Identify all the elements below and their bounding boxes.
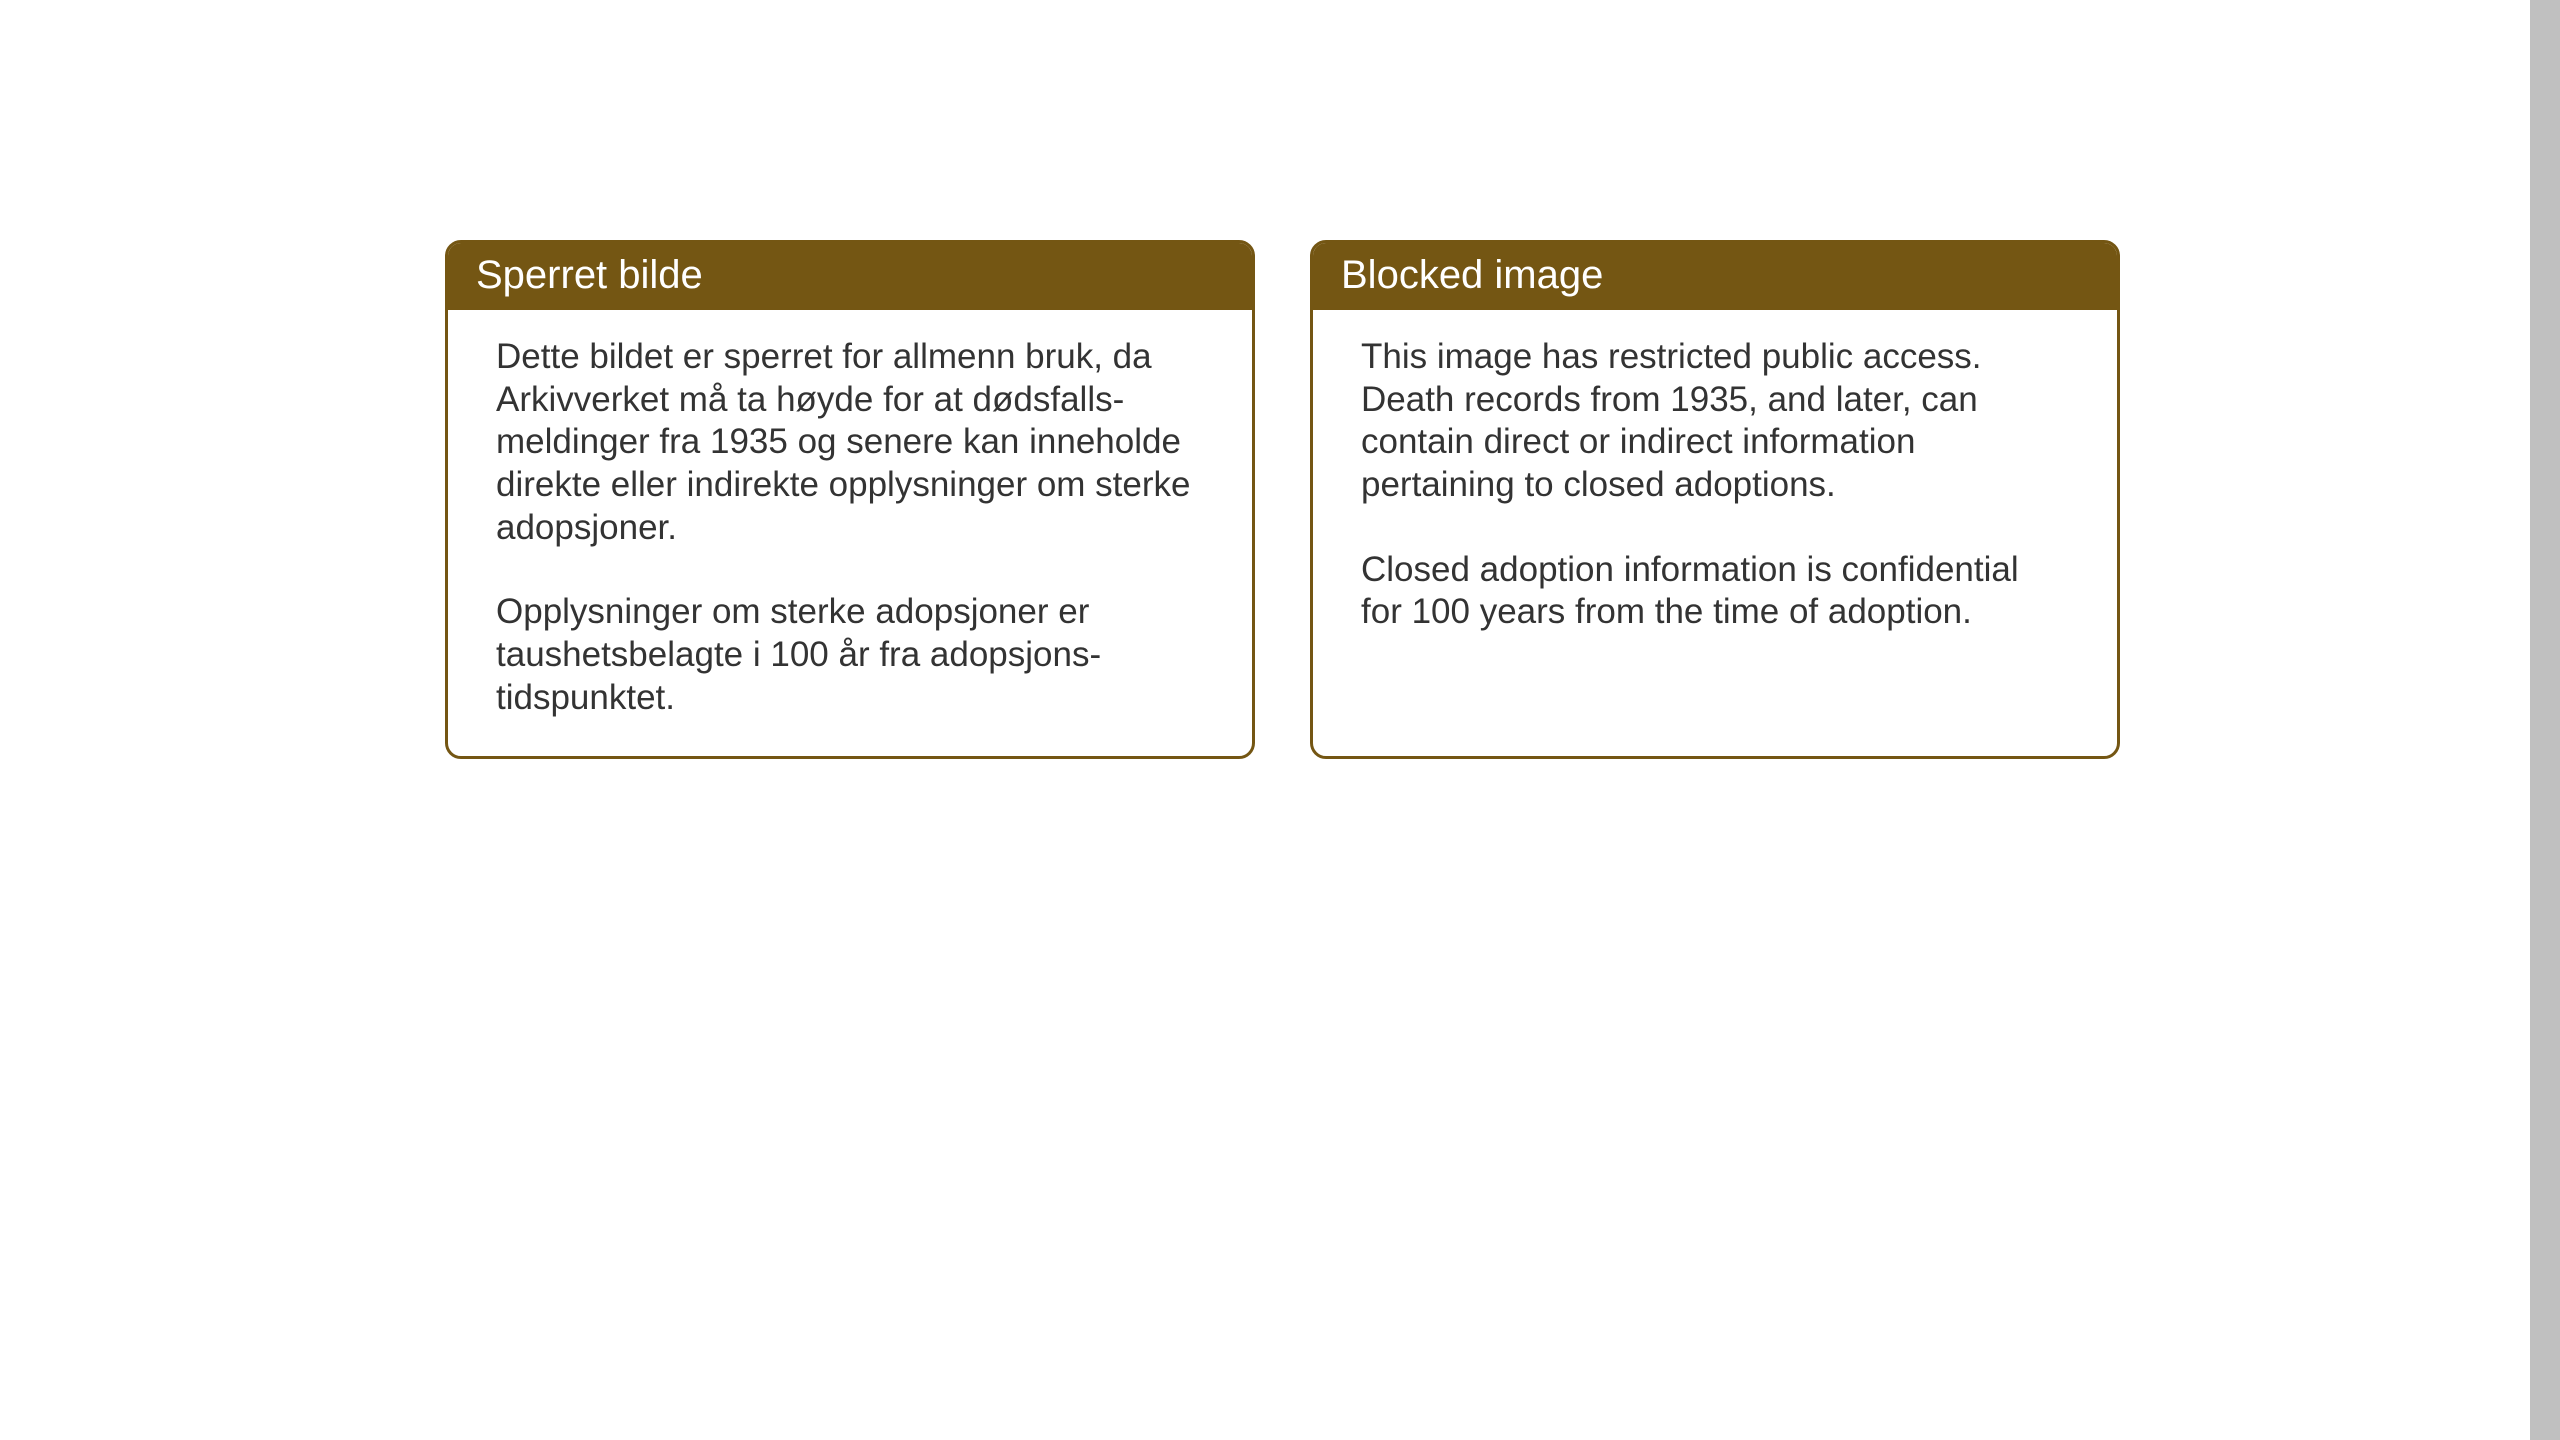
notice-container: Sperret bilde Dette bildet er sperret fo… — [445, 240, 2120, 759]
notice-body-norwegian: Dette bildet er sperret for allmenn bruk… — [448, 310, 1252, 756]
notice-header-english: Blocked image — [1313, 243, 2117, 310]
notice-card-norwegian: Sperret bilde Dette bildet er sperret fo… — [445, 240, 1255, 759]
notice-paragraph: This image has restricted public access.… — [1361, 336, 2069, 507]
scrollbar-track[interactable] — [2530, 0, 2560, 1440]
scrollbar-thumb[interactable] — [2530, 0, 2560, 1440]
notice-header-norwegian: Sperret bilde — [448, 243, 1252, 310]
notice-card-english: Blocked image This image has restricted … — [1310, 240, 2120, 759]
notice-paragraph: Closed adoption information is confident… — [1361, 549, 2069, 634]
notice-body-english: This image has restricted public access.… — [1313, 310, 2117, 670]
notice-paragraph: Opplysninger om sterke adopsjoner er tau… — [496, 591, 1204, 719]
notice-paragraph: Dette bildet er sperret for allmenn bruk… — [496, 336, 1204, 549]
